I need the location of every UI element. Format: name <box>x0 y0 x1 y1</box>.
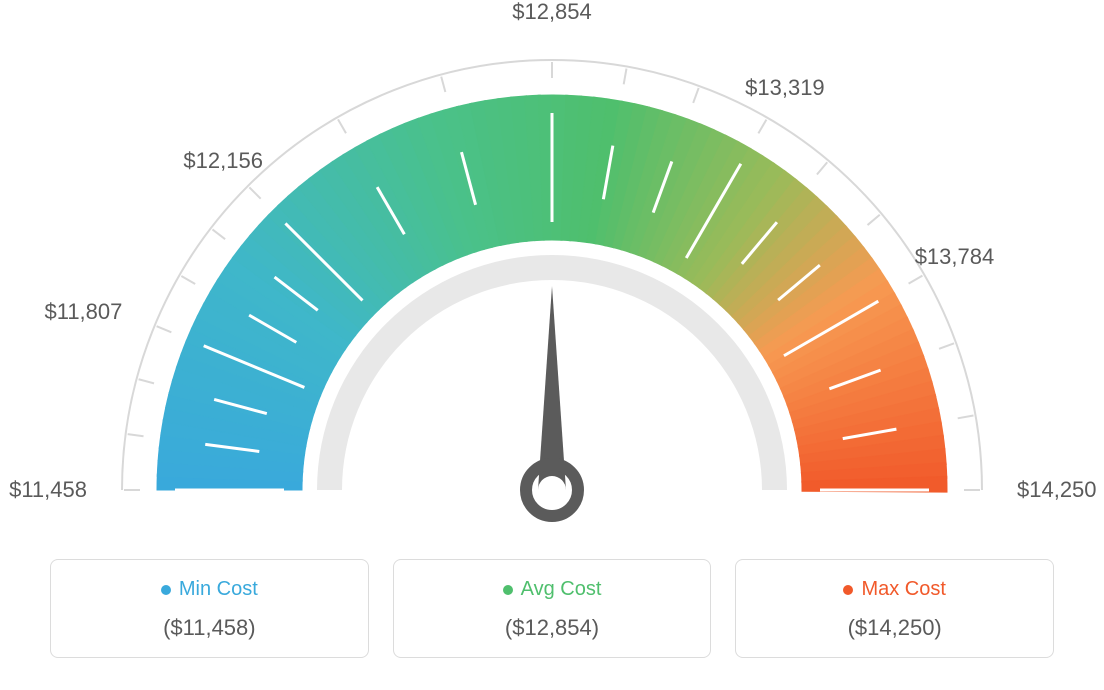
legend-title-max: Max Cost <box>843 578 945 601</box>
cost-gauge-infographic: $11,458 $11,807 $12,156 $12,854 $13,319 $13,7… <box>0 0 1104 690</box>
gauge-svg <box>0 0 1104 560</box>
gauge-area: $11,458 $11,807 $12,156 $12,854 $13,319 $13,7… <box>0 0 1104 560</box>
legend-value-min: ($11,458) <box>61 615 358 641</box>
legend-title-avg: Avg Cost <box>503 578 602 601</box>
gauge-tick-label: $12,854 <box>512 0 592 25</box>
dot-icon-min <box>161 585 171 595</box>
legend-row: Min Cost ($11,458) Avg Cost ($12,854) Ma… <box>50 559 1054 658</box>
gauge-tick-label: $13,784 <box>915 244 995 270</box>
legend-card-max: Max Cost ($14,250) <box>735 559 1054 658</box>
gauge-tick-label: $11,807 <box>44 299 122 325</box>
legend-label-max: Max Cost <box>861 578 945 601</box>
gauge-tick-label: $14,250 <box>1017 477 1097 503</box>
legend-value-max: ($14,250) <box>746 615 1043 641</box>
dot-icon-max <box>843 585 853 595</box>
legend-card-min: Min Cost ($11,458) <box>50 559 369 658</box>
gauge-tick-label: $12,156 <box>183 148 263 174</box>
dot-icon-avg <box>503 585 513 595</box>
legend-label-avg: Avg Cost <box>521 578 602 601</box>
legend-title-min: Min Cost <box>161 578 258 601</box>
legend-value-avg: ($12,854) <box>404 615 701 641</box>
gauge-tick-label: $11,458 <box>9 477 87 503</box>
gauge-tick-label: $13,319 <box>745 75 825 101</box>
legend-card-avg: Avg Cost ($12,854) <box>393 559 712 658</box>
legend-label-min: Min Cost <box>179 578 258 601</box>
